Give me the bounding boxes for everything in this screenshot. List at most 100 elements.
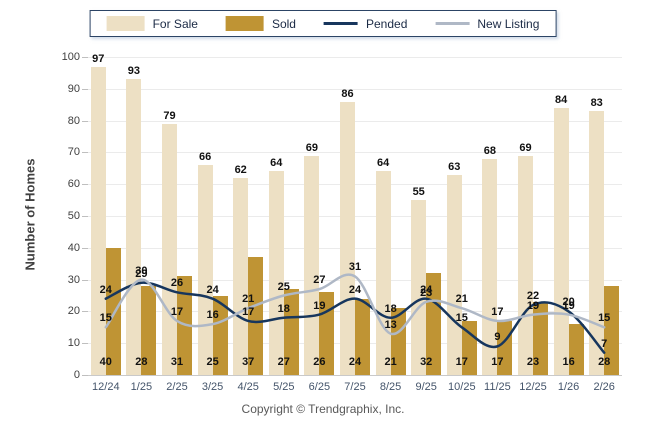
for-sale-bar — [375, 171, 391, 375]
sold-value-label: 17 — [491, 356, 504, 368]
for-sale-value-label: 62 — [234, 163, 247, 176]
x-tick-label: 8/25 — [379, 381, 402, 393]
sold-value-label: 24 — [348, 356, 362, 368]
for-sale-bar — [197, 165, 213, 375]
for-sale-value-label: 68 — [483, 144, 497, 157]
y-tick-label: 100 — [61, 51, 80, 63]
for-sale-bar — [304, 155, 320, 375]
sold-value-label: 21 — [384, 356, 397, 368]
for-sale-value-label: 63 — [448, 160, 461, 173]
y-tick-mark — [82, 279, 88, 281]
new-listing-value-label: 30 — [135, 264, 148, 277]
new-listing-value-label: 23 — [420, 286, 433, 299]
sold-value-label: 31 — [170, 356, 184, 368]
pended-value-label: 22 — [526, 290, 540, 303]
for-sale-bar — [553, 107, 569, 375]
x-tick-label: 4/25 — [237, 381, 259, 393]
gridline — [88, 184, 622, 186]
pended-value-label: 15 — [455, 312, 468, 325]
sold-value-label: 28 — [135, 356, 148, 368]
y-tick-label: 80 — [67, 114, 80, 127]
pended-value-label: 7 — [601, 337, 608, 350]
x-tick-label: 5/25 — [273, 381, 295, 393]
for-sale-bar — [162, 123, 177, 375]
y-tick-label: 90 — [67, 82, 80, 95]
legend-item-for-sale: For Sale — [106, 16, 198, 31]
for-sale-value-label: 55 — [412, 186, 425, 199]
pended-value-label: 24 — [348, 283, 362, 296]
pended-value-label: 17 — [242, 305, 255, 318]
new-listing-value-label: 17 — [491, 305, 504, 318]
sold-value-label: 16 — [562, 356, 575, 368]
new-listing-value-label: 17 — [170, 305, 184, 318]
pended-value-label: 19 — [313, 299, 326, 312]
y-tick-mark — [82, 247, 88, 249]
pended-value-label: 24 — [206, 283, 219, 296]
legend-swatch-line — [323, 22, 358, 25]
for-sale-value-label: 69 — [519, 141, 532, 154]
x-axis-line — [88, 375, 622, 376]
gridline — [88, 88, 622, 90]
pended-value-label: 18 — [384, 302, 397, 315]
gridline — [88, 120, 622, 122]
y-tick-label: 50 — [67, 210, 80, 222]
for-sale-value-label: 93 — [127, 65, 141, 78]
x-tick-label: 1/25 — [130, 381, 153, 393]
for-sale-value-label: 84 — [554, 93, 568, 106]
new-listing-value-label: 25 — [277, 280, 290, 293]
new-listing-value-label: 21 — [242, 293, 255, 306]
for-sale-value-label: 97 — [92, 52, 105, 65]
for-sale-value-label: 83 — [590, 97, 603, 110]
x-tick-label: 12/25 — [519, 381, 547, 393]
y-tick-label: 0 — [73, 369, 80, 381]
for-sale-value-label: 66 — [198, 151, 212, 164]
sold-value-label: 17 — [455, 356, 468, 368]
for-sale-bar — [233, 177, 249, 375]
x-tick-label: 7/25 — [344, 381, 366, 393]
pended-value-label: 9 — [494, 331, 501, 344]
x-tick-label: 3/25 — [201, 381, 224, 393]
y-tick-mark — [82, 375, 88, 376]
y-tick-label: 60 — [67, 178, 80, 191]
y-tick-mark — [82, 311, 88, 313]
y-tick-mark — [82, 152, 88, 154]
y-tick-mark — [82, 88, 88, 90]
sold-value-label: 40 — [99, 356, 112, 368]
pended-value-label: 18 — [277, 302, 290, 315]
new-listing-value-label: 21 — [455, 293, 468, 306]
y-tick-mark — [82, 343, 88, 345]
y-tick-label: 10 — [67, 337, 80, 350]
for-sale-value-label: 64 — [270, 157, 283, 170]
pended-value-label: 24 — [420, 283, 433, 296]
legend-swatch-line — [435, 22, 470, 25]
new-listing-value-label: 31 — [348, 261, 362, 274]
y-tick-label: 30 — [67, 273, 80, 286]
y-tick-label: 70 — [67, 146, 80, 159]
x-tick-label: 11/25 — [484, 381, 511, 393]
legend-label: Sold — [271, 16, 296, 31]
y-tick-mark — [82, 120, 88, 122]
for-sale-value-label: 64 — [376, 157, 390, 170]
pended-value-label: 24 — [99, 283, 112, 296]
legend-item-new-listing: New Listing — [435, 17, 539, 31]
gridline — [88, 57, 622, 58]
gridline — [88, 152, 622, 154]
sold-value-label: 25 — [206, 356, 219, 368]
legend-item-sold: Sold — [225, 16, 296, 31]
pended-value-label: 29 — [135, 267, 148, 280]
x-tick-label: 1/26 — [557, 381, 580, 393]
for-sale-bar — [90, 66, 106, 375]
x-tick-label: 9/25 — [415, 381, 437, 393]
x-tick-label: 12/24 — [92, 381, 120, 393]
legend-label: Pended — [365, 16, 408, 31]
y-tick-label: 40 — [67, 241, 80, 254]
x-tick-label: 10/25 — [448, 381, 476, 393]
for-sale-value-label: 79 — [163, 109, 176, 122]
sold-value-label: 27 — [277, 356, 290, 368]
sold-bar — [604, 285, 620, 375]
sold-value-label: 32 — [420, 356, 433, 368]
for-sale-value-label: 86 — [341, 87, 354, 100]
pended-value-label: 26 — [170, 277, 184, 290]
for-sale-value-label: 69 — [305, 141, 319, 154]
